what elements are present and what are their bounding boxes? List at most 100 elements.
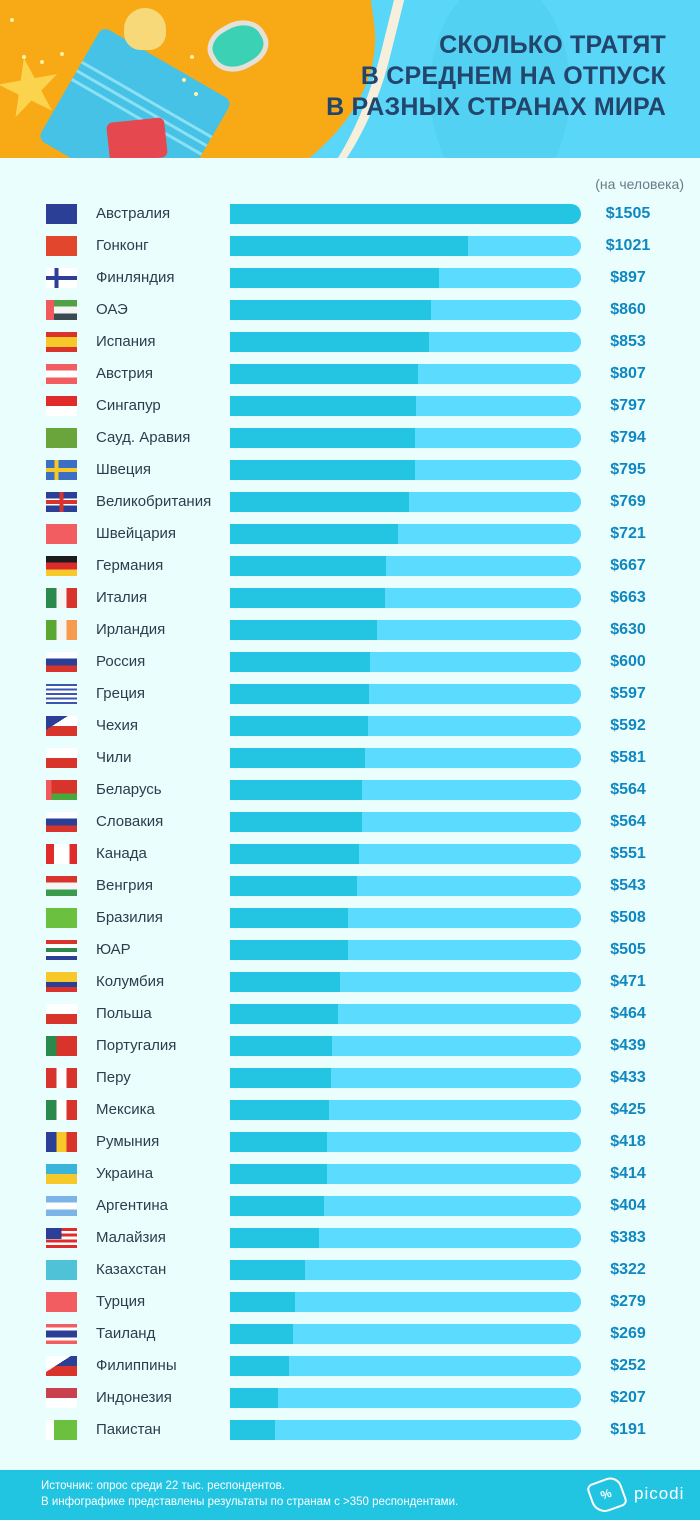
respondents-note: В инфографике представлены результаты по… — [41, 1496, 459, 1508]
chart-row: ЮАР $505 — [0, 934, 700, 966]
value-label: $505 — [610, 941, 646, 958]
bar-track — [230, 556, 581, 576]
bar-fill — [230, 908, 349, 928]
wallet-icon — [106, 117, 168, 158]
bar-fill — [230, 268, 440, 288]
bar-fill — [230, 748, 366, 768]
country-label: Таиланд — [96, 1325, 156, 1342]
value-label: $597 — [610, 685, 646, 702]
bar-fill — [230, 844, 359, 864]
value-label: $191 — [610, 1421, 646, 1438]
value-label: $471 — [610, 973, 646, 990]
greece-flag-icon — [46, 684, 77, 704]
country-label: Испания — [96, 333, 156, 350]
bar-track — [230, 332, 581, 352]
bar-fill — [230, 1196, 325, 1216]
value-label: $425 — [610, 1101, 646, 1118]
country-label: Аргентина — [96, 1197, 168, 1214]
saudi-arabia-flag-icon — [46, 428, 77, 448]
country-label: Польша — [96, 1005, 152, 1022]
bar-track — [230, 1324, 581, 1344]
country-label: Финляндия — [96, 269, 175, 286]
bar-track — [230, 844, 581, 864]
bar-fill — [230, 780, 362, 800]
title-line-3: В РАЗНЫХ СТРАНАХ МИРА — [326, 93, 666, 121]
bar-fill — [230, 460, 416, 480]
chart-row: Индонезия $207 — [0, 1382, 700, 1414]
value-label: $404 — [610, 1197, 646, 1214]
value-label: $897 — [610, 269, 646, 286]
bar-track — [230, 460, 581, 480]
country-label: Греция — [96, 685, 146, 702]
bar-fill — [230, 1132, 328, 1152]
chart-row: Польша $464 — [0, 998, 700, 1030]
bar-track — [230, 1388, 581, 1408]
austria-flag-icon — [46, 364, 77, 384]
bar-fill — [230, 1228, 320, 1248]
bar-fill — [230, 1324, 293, 1344]
value-label: $1021 — [605, 237, 651, 254]
bar-fill — [230, 1388, 279, 1408]
value-label: $853 — [610, 333, 646, 350]
country-label: Румыния — [96, 1133, 160, 1150]
chart-row: Италия $663 — [0, 582, 700, 614]
country-label: Турция — [96, 1293, 146, 1310]
country-label: Сингапур — [96, 397, 161, 414]
uk-flag-icon — [46, 492, 77, 512]
chart-row: Великобритания $769 — [0, 486, 700, 518]
sweden-flag-icon — [46, 460, 77, 480]
value-label: $439 — [610, 1037, 646, 1054]
value-label: $269 — [610, 1325, 646, 1342]
finland-flag-icon — [46, 268, 77, 288]
bar-fill — [230, 812, 362, 832]
bar-track — [230, 620, 581, 640]
bar-track — [230, 492, 581, 512]
title-line-2: В СРЕДНЕМ НА ОТПУСК — [360, 62, 666, 90]
country-label: Ирландия — [96, 621, 166, 638]
bar-track — [230, 1100, 581, 1120]
bar-fill — [230, 492, 410, 512]
peru-flag-icon — [46, 1068, 77, 1088]
country-label: Филиппины — [96, 1357, 177, 1374]
italy-flag-icon — [46, 588, 77, 608]
chart-row: Финляндия $897 — [0, 262, 700, 294]
bar-fill — [230, 556, 386, 576]
bar-track — [230, 1068, 581, 1088]
chart-row: Чехия $592 — [0, 710, 700, 742]
country-label: Швеция — [96, 461, 151, 478]
chart-row: Венгрия $543 — [0, 870, 700, 902]
kazakhstan-flag-icon — [46, 1260, 77, 1280]
country-label: ОАЭ — [96, 301, 128, 318]
value-label: $581 — [610, 749, 646, 766]
value-label: $414 — [610, 1165, 646, 1182]
chart-row: Чили $581 — [0, 742, 700, 774]
ukraine-flag-icon — [46, 1164, 77, 1184]
chart-row: Турция $279 — [0, 1286, 700, 1318]
value-label: $600 — [610, 653, 646, 670]
chart-row: Румыния $418 — [0, 1126, 700, 1158]
bar-track — [230, 1356, 581, 1376]
ireland-flag-icon — [46, 620, 77, 640]
czechia-flag-icon — [46, 716, 77, 736]
bar-track — [230, 204, 581, 224]
bar-track — [230, 236, 581, 256]
bar-track — [230, 716, 581, 736]
value-label: $252 — [610, 1357, 646, 1374]
bar-fill — [230, 1036, 333, 1056]
chart-row: ОАЭ $860 — [0, 294, 700, 326]
bar-track — [230, 396, 581, 416]
bar-track — [230, 588, 581, 608]
malaysia-flag-icon — [46, 1228, 77, 1248]
belarus-flag-icon — [46, 780, 77, 800]
value-label: $807 — [610, 365, 646, 382]
canada-flag-icon — [46, 844, 77, 864]
bar-track — [230, 428, 581, 448]
picodi-logo-icon: % — [585, 1474, 629, 1516]
chart-row: Казахстан $322 — [0, 1254, 700, 1286]
bar-track — [230, 940, 581, 960]
spain-flag-icon — [46, 332, 77, 352]
value-label: $551 — [610, 845, 646, 862]
thailand-flag-icon — [46, 1324, 77, 1344]
country-label: Австралия — [96, 205, 171, 222]
country-label: Украина — [96, 1165, 154, 1182]
